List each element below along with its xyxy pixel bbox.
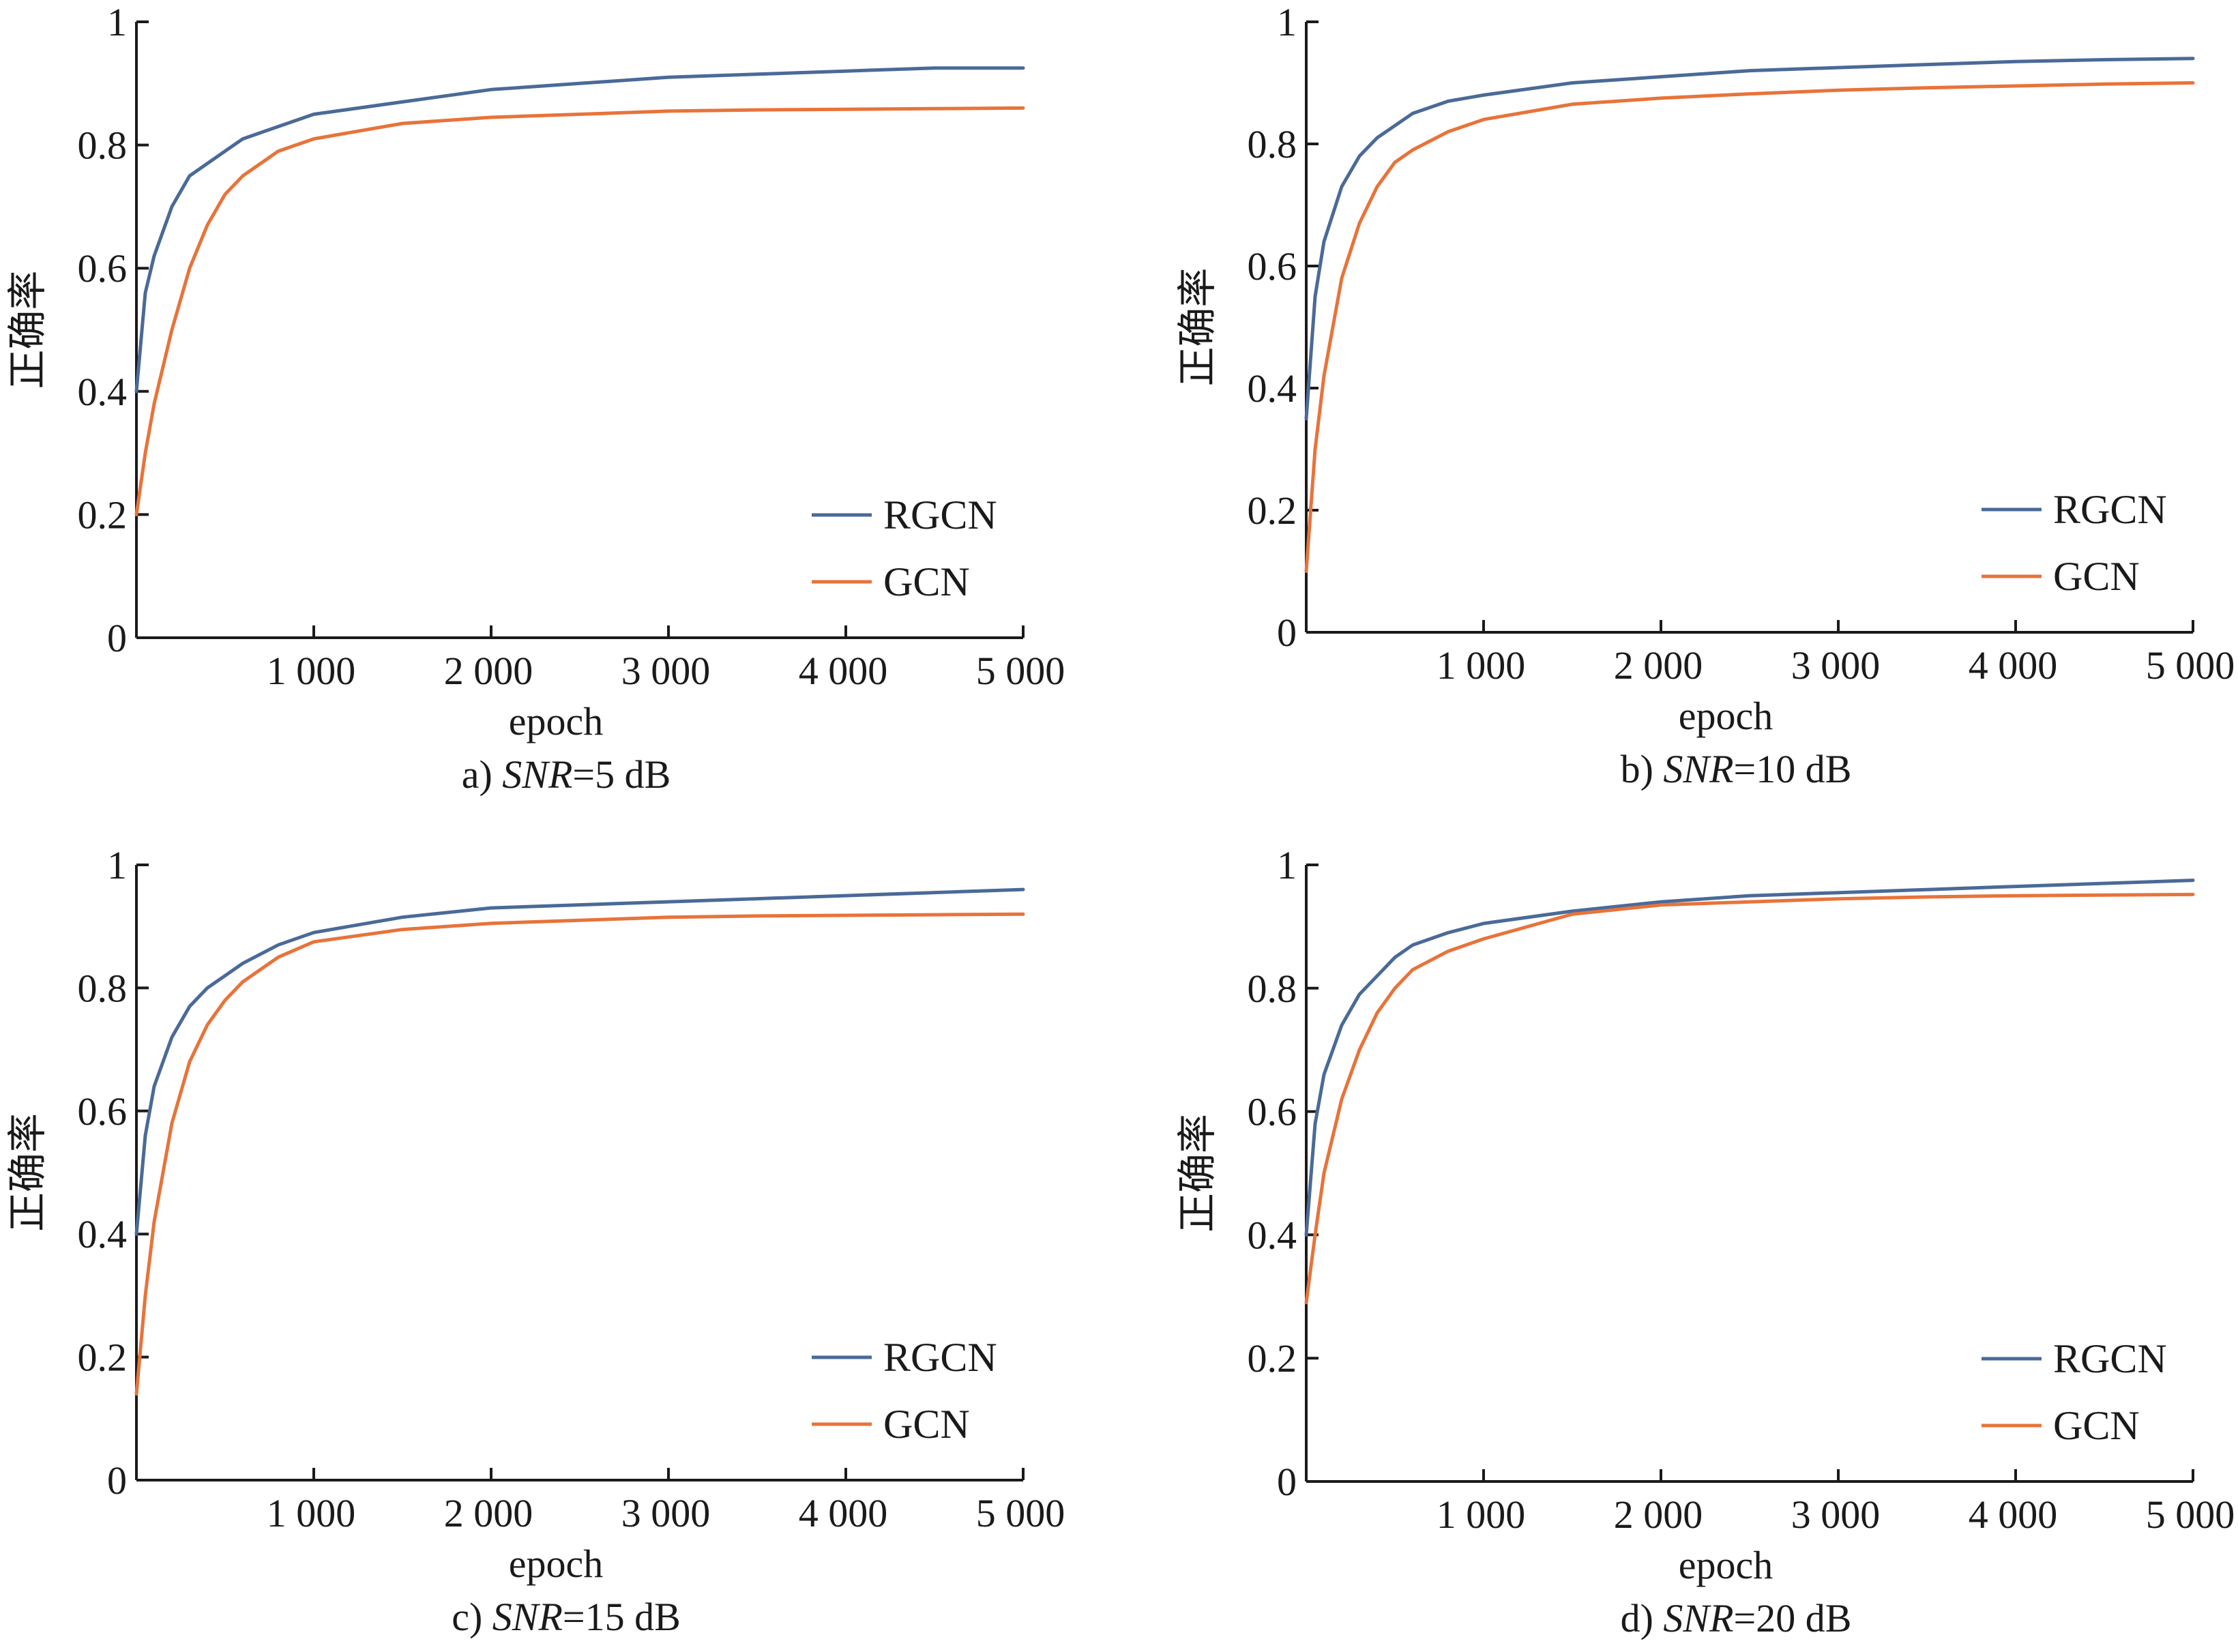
x-axis-label: epoch bbox=[1679, 1543, 1773, 1587]
legend-label-gcn: GCN bbox=[2053, 554, 2140, 599]
legend-label-gcn: GCN bbox=[883, 1402, 970, 1447]
series-line-gcn bbox=[134, 912, 1025, 1396]
x-tick-label: 5 000 bbox=[2146, 1492, 2235, 1537]
y-tick-label: 0.2 bbox=[1248, 488, 1297, 533]
y-tick-label: 0.4 bbox=[1248, 1213, 1297, 1257]
x-tick-label: 4 000 bbox=[1969, 1492, 2058, 1537]
series-line-rgcn bbox=[1304, 57, 2195, 421]
y-tick-label: 0.6 bbox=[1248, 244, 1297, 289]
x-tick-label: 5 000 bbox=[976, 649, 1065, 693]
y-axis-label: 正确率 bbox=[5, 270, 50, 389]
legend-label-rgcn: RGCN bbox=[2053, 1336, 2167, 1381]
x-tick-label: 3 000 bbox=[1791, 643, 1881, 688]
x-axis-label: epoch bbox=[509, 1542, 604, 1586]
panel-c: 0 0.2 0.4 0.6 0.8 1 1 000 2 000 3 000 4 000 5 000 e… bbox=[5, 843, 1065, 1639]
y-tick-label: 0.4 bbox=[78, 1212, 128, 1256]
y-tick-label: 1 bbox=[107, 843, 127, 887]
y-tick-label: 1 bbox=[1277, 843, 1297, 887]
x-tick-label: 5 000 bbox=[976, 1491, 1065, 1535]
panel-caption: c) SNR=15 dB bbox=[452, 1595, 681, 1639]
legend-label-gcn: GCN bbox=[2053, 1403, 2140, 1448]
y-tick-label: 0.6 bbox=[78, 1089, 128, 1134]
y-axis-label: 正确率 bbox=[1175, 267, 1220, 386]
panel-caption: b) SNR=10 dB bbox=[1621, 747, 1852, 791]
x-tick-label: 1 000 bbox=[1437, 643, 1526, 688]
x-tick-label: 2 000 bbox=[444, 1491, 533, 1535]
legend-label-gcn: GCN bbox=[883, 559, 970, 604]
y-tick-label: 0 bbox=[1277, 610, 1297, 655]
series-line-rgcn bbox=[134, 66, 1025, 394]
y-tick-label: 1 bbox=[107, 0, 127, 44]
series-line-rgcn bbox=[134, 887, 1025, 1236]
panel-caption: a) SNR=5 dB bbox=[462, 752, 671, 797]
x-tick-label: 2 000 bbox=[1614, 643, 1703, 688]
y-tick-label: 0.6 bbox=[78, 246, 128, 291]
legend-label-rgcn: RGCN bbox=[2053, 487, 2167, 532]
x-tick-label: 3 000 bbox=[621, 649, 711, 693]
series-line-rgcn bbox=[1304, 879, 2195, 1237]
y-axis-label: 正确率 bbox=[5, 1113, 50, 1232]
x-tick-label: 1 000 bbox=[1437, 1492, 1526, 1537]
y-tick-label: 0 bbox=[107, 616, 127, 660]
panel-d: 0 0.2 0.4 0.6 0.8 1 1 000 2 000 3 000 4 000 5 000 e… bbox=[1175, 843, 2235, 1640]
y-tick-label: 0.8 bbox=[1248, 122, 1297, 166]
x-tick-label: 4 000 bbox=[799, 1491, 888, 1535]
y-tick-label: 0.6 bbox=[1248, 1090, 1297, 1134]
y-tick-label: 0.4 bbox=[78, 370, 128, 414]
x-axis-label: epoch bbox=[1679, 694, 1773, 738]
series-line-gcn bbox=[1304, 81, 2195, 573]
y-tick-label: 0.2 bbox=[78, 492, 128, 537]
x-tick-label: 2 000 bbox=[444, 649, 533, 693]
y-tick-label: 0.4 bbox=[1248, 366, 1297, 411]
x-tick-label: 4 000 bbox=[799, 649, 888, 693]
x-tick-label: 5 000 bbox=[2146, 643, 2235, 688]
y-tick-label: 0.2 bbox=[1248, 1336, 1297, 1381]
series-line-gcn bbox=[1304, 892, 2195, 1305]
y-tick-label: 1 bbox=[1277, 0, 1297, 44]
panel-a: 0 0.2 0.4 0.6 0.8 1 1 000 2 000 3 000 4 000 5 000 e… bbox=[5, 0, 1065, 797]
legend-label-rgcn: RGCN bbox=[883, 1335, 997, 1380]
y-tick-label: 0.8 bbox=[78, 966, 128, 1010]
x-tick-label: 1 000 bbox=[267, 649, 356, 693]
y-tick-label: 0 bbox=[1277, 1460, 1297, 1504]
y-tick-label: 0.2 bbox=[78, 1336, 128, 1380]
y-tick-label: 0 bbox=[107, 1458, 127, 1503]
legend-label-rgcn: RGCN bbox=[883, 492, 997, 537]
y-axis-label: 正确率 bbox=[1175, 1114, 1220, 1233]
panel-caption: d) SNR=20 dB bbox=[1621, 1596, 1852, 1640]
x-tick-label: 3 000 bbox=[621, 1491, 711, 1535]
panel-b: 0 0.2 0.4 0.6 0.8 1 1 000 2 000 3 000 4 000 5 000 e… bbox=[1175, 0, 2235, 791]
x-tick-label: 4 000 bbox=[1969, 643, 2058, 688]
x-tick-label: 3 000 bbox=[1791, 1492, 1881, 1537]
x-tick-label: 2 000 bbox=[1614, 1492, 1703, 1537]
series-line-gcn bbox=[134, 106, 1025, 516]
x-tick-label: 1 000 bbox=[267, 1491, 356, 1535]
x-axis-label: epoch bbox=[509, 699, 604, 743]
y-tick-label: 0.8 bbox=[1248, 967, 1297, 1011]
y-tick-label: 0.8 bbox=[78, 123, 128, 168]
